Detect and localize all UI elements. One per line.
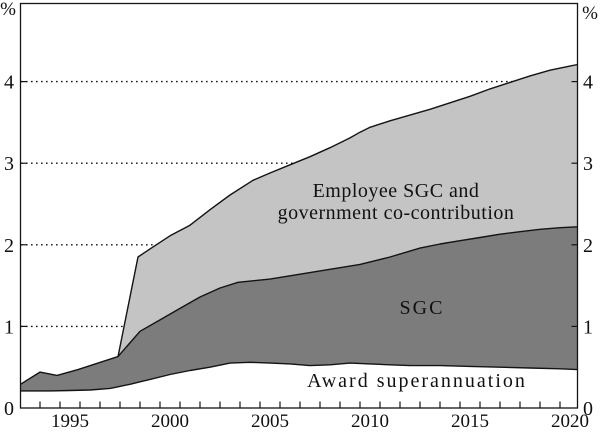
series-label-employee-sgc-line2: government co-contribution xyxy=(278,202,515,224)
x-axis-label: 2005 xyxy=(251,411,289,432)
y-axis-label-left: 0 xyxy=(4,398,14,420)
x-axis-label: 2015 xyxy=(451,411,489,432)
y-axis-label-right: 3 xyxy=(583,153,593,175)
line-award-superannuation-top xyxy=(20,361,578,392)
y-axis-label-right: 4 xyxy=(583,72,593,94)
x-axis-label: 2020 xyxy=(551,411,589,432)
x-axis-label: 2000 xyxy=(151,411,189,432)
plot-frame xyxy=(19,2,579,409)
boundary-lines xyxy=(20,63,578,392)
x-axis-label: 1995 xyxy=(51,411,89,432)
series-label-award-superannuation: Award superannuation xyxy=(307,370,527,392)
x-axis-label: 2010 xyxy=(351,411,389,432)
frame xyxy=(19,2,579,409)
y-axis-label-left: 3 xyxy=(4,153,14,175)
axis-ticks xyxy=(20,80,578,408)
line-total-top xyxy=(117,63,578,357)
chart-layers: 0 0 1 1 2 2 3 3 4 4 1995 2000 2005 2010 2015 2020 xyxy=(4,2,593,432)
line-sgc-top xyxy=(20,226,578,385)
y-axis-unit-right: % xyxy=(582,3,598,24)
y-axis-label-right: 1 xyxy=(583,316,593,338)
y-axis-label-left: 2 xyxy=(4,235,14,257)
y-axis-label-left: 1 xyxy=(4,316,14,338)
y-axis-unit-left: % xyxy=(0,0,16,20)
y-axis-label-left: 4 xyxy=(4,72,14,94)
series-label-sgc: SGC xyxy=(400,297,445,319)
areas xyxy=(20,64,578,391)
series-label-employee-sgc-line1: Employee SGC and xyxy=(313,180,480,202)
axis-labels: 0 0 1 1 2 2 3 3 4 4 1995 2000 2005 2010 2015 2020 xyxy=(4,72,593,432)
y-axis-label-right: 0 xyxy=(583,398,593,420)
y-axis-label-right: 2 xyxy=(583,235,593,257)
area-sgc xyxy=(20,226,578,391)
